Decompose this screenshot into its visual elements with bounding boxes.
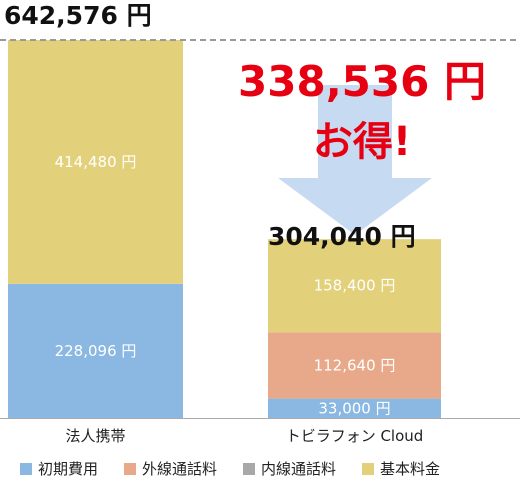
segment-value-label: 414,480 円 [55, 153, 137, 171]
legend-swatch [20, 462, 32, 475]
segment-value-label: 112,640 円 [314, 356, 396, 374]
legend-swatch [243, 462, 256, 475]
category-label: トビラフォン Cloud [286, 427, 424, 445]
legend-swatch [362, 462, 375, 475]
savings-arrow [278, 85, 432, 235]
savings-text: お得! [313, 119, 411, 165]
legend-label: 外線通話料 [142, 460, 218, 478]
bar-segment [8, 40, 183, 284]
segment-value-label: 228,096 円 [55, 342, 137, 360]
legend-item: 外線通話料 [124, 458, 217, 479]
legend: 初期費用 外線通話料 内線通話料 基本料金 [20, 458, 440, 479]
bar-segment [268, 398, 441, 418]
bar-segment [8, 283, 183, 418]
savings-amount: 338,536 円 [238, 57, 486, 106]
bar-segment [268, 332, 441, 399]
legend-label: 内線通話料 [261, 460, 337, 478]
legend-item: 初期費用 [20, 458, 98, 479]
legend-label: 初期費用 [38, 460, 99, 478]
total-label: 304,040 円 [268, 222, 416, 251]
legend-item: 内線通話料 [243, 458, 336, 479]
legend-swatch [124, 462, 137, 475]
segment-value-label: 158,400 円 [314, 277, 396, 295]
legend-label: 基本料金 [380, 460, 441, 478]
total-label: 642,576 円 [4, 1, 152, 30]
legend-item: 基本料金 [362, 458, 440, 479]
segment-value-label: 33,000 円 [318, 399, 390, 417]
category-label: 法人携帯 [65, 427, 125, 445]
bar-segment [268, 239, 441, 333]
